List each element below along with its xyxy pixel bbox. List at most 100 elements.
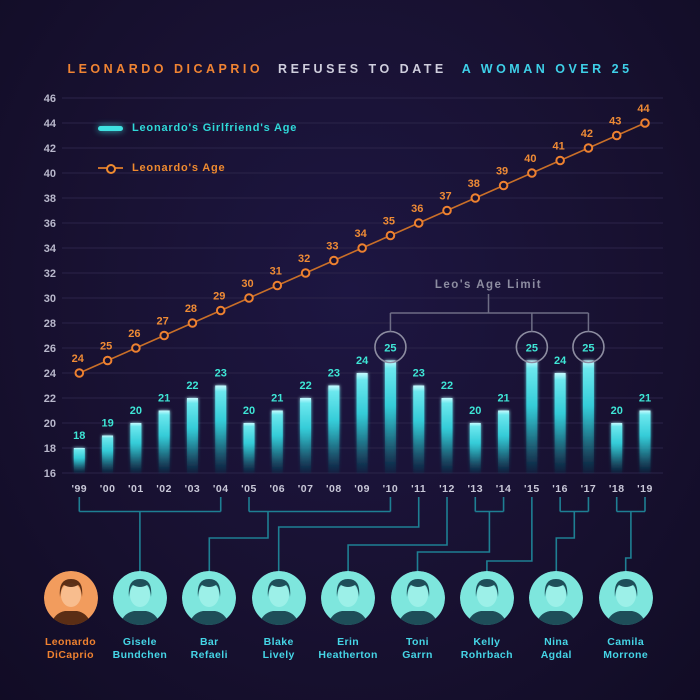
bar-value-label: 20 (243, 405, 255, 417)
person-refaeli: Bar Refaeli (170, 571, 248, 662)
leo-age-value-label: 36 (411, 203, 423, 215)
bar-value-label: 21 (639, 393, 651, 405)
leo-age-marker-icon (300, 268, 311, 278)
girlfriend-age-bar (300, 398, 312, 473)
leo-age-marker-icon (102, 355, 113, 366)
person-rohrbach: Kelly Rohrbach (448, 571, 526, 662)
year-label: '12 (439, 483, 455, 495)
girlfriend-age-bar (469, 423, 481, 473)
girlfriend-age-bar (498, 410, 510, 473)
person-heatherton: Erin Heatherton (309, 571, 387, 662)
age-limit-bracket (389, 294, 590, 332)
bar-value-label: 23 (215, 368, 227, 380)
photo-connectors (78, 497, 646, 572)
girlfriend-age-bar (582, 360, 594, 473)
photo-connector-line (347, 497, 448, 572)
avatar-photo (43, 571, 98, 625)
chart-legend: Leonardo's Girlfriend's Age Leonardo's A… (98, 119, 297, 199)
leo-age-value-label: 34 (355, 228, 368, 240)
bar-value-label: 21 (158, 393, 170, 405)
age-limit-label: Leo's Age Limit (435, 279, 542, 291)
year-label: '10 (383, 483, 399, 495)
girlfriend-age-bar-swatch (98, 125, 123, 131)
person-garrn: Toni Garrn (379, 571, 457, 662)
girlfriend-age-bar (526, 360, 538, 473)
avatar-photo (182, 571, 237, 625)
title-part-refuses-to-date: REFUSES TO DATE (278, 62, 447, 76)
girlfriend-age-bar (186, 398, 198, 473)
leo-age-marker-icon (106, 164, 116, 174)
leo-age-value-label: 24 (72, 353, 85, 365)
photo-connector-line (416, 497, 505, 572)
year-label: '02 (156, 483, 172, 495)
y-tick-label: 18 (44, 443, 56, 455)
leo-age-marker-icon (583, 143, 594, 153)
leo-age-value-label: 42 (581, 128, 593, 140)
bar-value-label: 23 (413, 368, 425, 380)
y-tick-label: 20 (44, 418, 56, 430)
leo-age-value-label: 40 (524, 153, 536, 165)
bar-value-labels: 18 19 20 21 22 23 20 21 22 23 24 25 23 22 20 21 25 24 25 20… (73, 343, 651, 443)
person-name: Kelly Rohrbach (460, 636, 513, 661)
person-name: Erin Heatherton (318, 636, 378, 661)
leo-age-value-label: 29 (213, 291, 225, 303)
photo-connector-line (208, 497, 392, 572)
year-label: '03 (185, 483, 201, 495)
bar-value-label: 25 (526, 343, 538, 355)
person-name: Gisele Bundchen (112, 636, 168, 661)
avatar-photo (390, 571, 445, 625)
bar-value-label: 20 (469, 405, 481, 417)
y-tick-label: 26 (44, 343, 56, 355)
age-limit-rings (374, 330, 605, 364)
bar-value-label: 18 (73, 430, 85, 442)
year-label: '00 (100, 483, 116, 495)
y-tick-label: 40 (44, 168, 56, 180)
girlfriend-age-bar (102, 435, 114, 473)
photo-connector-line (277, 497, 420, 572)
y-tick-label: 30 (44, 293, 56, 305)
legend-label-leo-age: Leonardo's Age (132, 162, 226, 174)
leo-age-value-label: 28 (185, 303, 197, 315)
person-dicaprio: Leonardo DiCaprio (32, 571, 110, 662)
girlfriend-age-bar (243, 423, 255, 473)
avatar-photo (321, 571, 376, 625)
leo-age-marker-icon (527, 168, 537, 178)
leo-age-value-label: 30 (241, 278, 253, 290)
person-name: Bar Refaeli (190, 636, 228, 661)
girlfriend-age-bar (73, 448, 85, 473)
girlfriend-age-bar (328, 385, 340, 473)
bar-value-label: 24 (554, 355, 567, 367)
year-label: '06 (269, 483, 285, 495)
girlfriend-age-bar (554, 373, 566, 473)
person-name: Camila Morrone (603, 636, 649, 661)
avatar-photo (529, 571, 584, 625)
year-label: '13 (467, 483, 483, 495)
year-label: '15 (524, 483, 540, 495)
leo-age-marker-icon (131, 343, 141, 353)
bar-value-label: 25 (384, 343, 396, 355)
person-name: Toni Garrn (402, 636, 433, 661)
year-label: '07 (298, 483, 314, 495)
bar-value-label: 22 (299, 380, 311, 392)
avatar-photo (459, 571, 514, 625)
leo-age-marker-icon (187, 318, 198, 328)
y-tick-label: 42 (44, 143, 56, 155)
leo-age-marker-icon (498, 180, 509, 191)
year-label: '14 (496, 483, 512, 495)
title-part-a-woman-over-25: A WOMAN OVER 25 (461, 62, 633, 76)
person-morrone: Camila Morrone (587, 571, 665, 662)
person-name: Nina Agdal (540, 636, 572, 661)
bar-value-label: 21 (497, 393, 509, 405)
leo-age-marker-icon (244, 293, 254, 303)
leo-age-line: 24 25 26 27 28 29 30 31 32 33 34 35 36 37 38 39 40 41 42 43… (72, 103, 650, 378)
bar-value-label: 24 (356, 355, 369, 367)
girlfriend-age-bar (158, 410, 170, 473)
bar-value-label: 19 (101, 418, 113, 430)
person-agdal: Nina Agdal (517, 571, 595, 662)
y-tick-label: 34 (44, 243, 57, 255)
person-bundchen: Gisele Bundchen (101, 571, 179, 662)
leo-age-value-label: 25 (100, 341, 112, 353)
year-label: '05 (241, 483, 257, 495)
person-lively: Blake Lively (240, 571, 318, 662)
leo-age-value-label: 44 (637, 103, 650, 115)
